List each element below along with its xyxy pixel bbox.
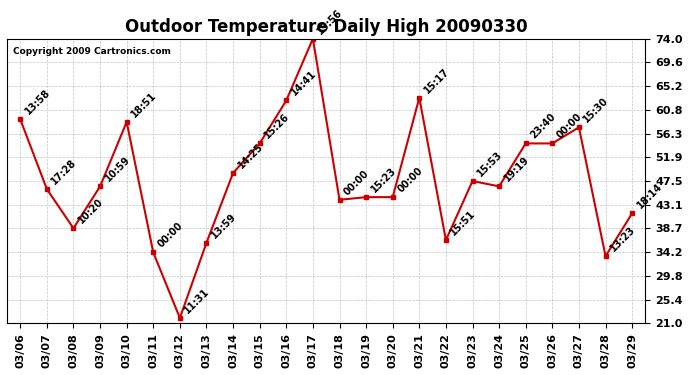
Text: 13:58: 13:58 [23,87,52,117]
Text: 15:30: 15:30 [582,96,611,124]
Text: 17:28: 17:28 [50,157,79,186]
Text: 23:40: 23:40 [529,112,558,141]
Text: 15:51: 15:51 [448,209,477,237]
Text: 18:14: 18:14 [635,182,664,210]
Text: 15:53: 15:53 [475,149,504,178]
Text: 11:31: 11:31 [183,286,212,315]
Text: 15:56: 15:56 [316,7,345,36]
Text: 13:59: 13:59 [209,211,238,240]
Text: 10:59: 10:59 [103,154,132,184]
Text: 13:23: 13:23 [609,224,638,254]
Text: 00:00: 00:00 [342,168,371,197]
Text: 19:19: 19:19 [502,154,531,184]
Text: 00:00: 00:00 [555,112,584,141]
Text: 00:00: 00:00 [395,165,424,194]
Text: 18:51: 18:51 [130,90,159,119]
Text: 00:00: 00:00 [156,220,185,250]
Text: 15:26: 15:26 [262,112,291,141]
Text: 15:23: 15:23 [369,165,398,194]
Text: 14:25: 14:25 [236,141,265,170]
Title: Outdoor Temperature Daily High 20090330: Outdoor Temperature Daily High 20090330 [125,18,528,36]
Text: Copyright 2009 Cartronics.com: Copyright 2009 Cartronics.com [13,47,171,56]
Text: 10:20: 10:20 [76,196,106,225]
Text: 14:41: 14:41 [289,69,318,98]
Text: 15:17: 15:17 [422,66,451,95]
